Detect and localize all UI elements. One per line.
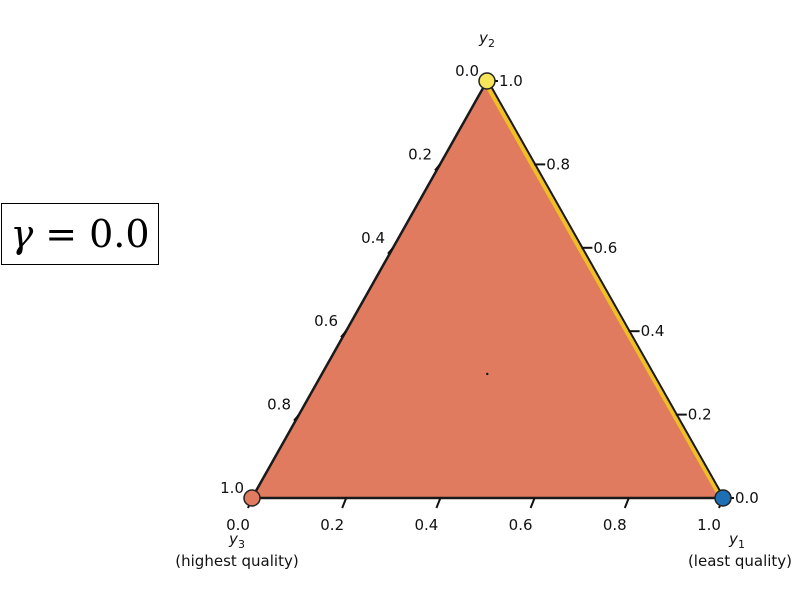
right-edge [487, 80, 725, 499]
bottom-tick [623, 497, 630, 509]
vertex-marker-y2 [478, 72, 496, 90]
y2-axis-label: y2 [478, 29, 495, 50]
y3-axis-label: y3 [228, 530, 245, 551]
left-tick [434, 163, 441, 172]
right-tick-label: 0.2 [688, 406, 712, 424]
left-tick-label: 1.0 [220, 479, 244, 497]
right-tick-label: 0.0 [735, 489, 759, 507]
vertex-marker-y3 [243, 489, 261, 507]
y3-description: (highest quality) [175, 552, 298, 570]
bottom-tick [341, 497, 348, 509]
left-tick [293, 413, 300, 422]
left-tick [340, 330, 347, 338]
bottom-tick-label: 0.8 [603, 516, 627, 534]
left-tick-label: 0.2 [408, 145, 432, 163]
right-tick-label: 0.8 [546, 155, 570, 173]
center-point [486, 372, 489, 376]
left-tick-label: 0.8 [267, 396, 291, 414]
bottom-tick-label: 0.0 [226, 516, 250, 534]
right-edge-highlight [483, 81, 723, 499]
left-tick-label: 0.6 [314, 312, 338, 330]
right-tick-label: 1.0 [499, 72, 523, 90]
y1-axis-label: y1 [728, 530, 745, 551]
bottom-tick-label: 0.2 [320, 516, 344, 534]
bottom-tick-label: 0.6 [509, 516, 533, 534]
y1-description: (least quality) [688, 552, 792, 570]
left-edge [250, 80, 489, 499]
left-tick [387, 247, 394, 255]
bottom-tick [529, 497, 536, 509]
bottom-tick [435, 497, 442, 509]
bottom-tick-label: 0.4 [414, 516, 438, 534]
vertex-marker-y1 [714, 489, 732, 507]
right-tick-label: 0.6 [593, 239, 617, 257]
tick-labels: 0.0 0.2 0.4 0.6 0.8 1.0 1.0 0.8 0.6 0.4 0.2 0.0 0.0 0… [220, 62, 759, 534]
ternary-triangle [252, 81, 723, 498]
gamma-equals: = [45, 212, 78, 256]
left-tick-label: 0.4 [361, 229, 385, 247]
bottom-tick-label: 1.0 [697, 516, 721, 534]
left-tick-label: 0.0 [455, 62, 479, 80]
vertex-markers [243, 72, 732, 507]
right-tick-label: 0.4 [641, 322, 665, 340]
gamma-value: 0.0 [89, 212, 150, 256]
gamma-label-box: γ = 0.0 [1, 203, 159, 265]
gamma-symbol: γ [10, 212, 34, 256]
